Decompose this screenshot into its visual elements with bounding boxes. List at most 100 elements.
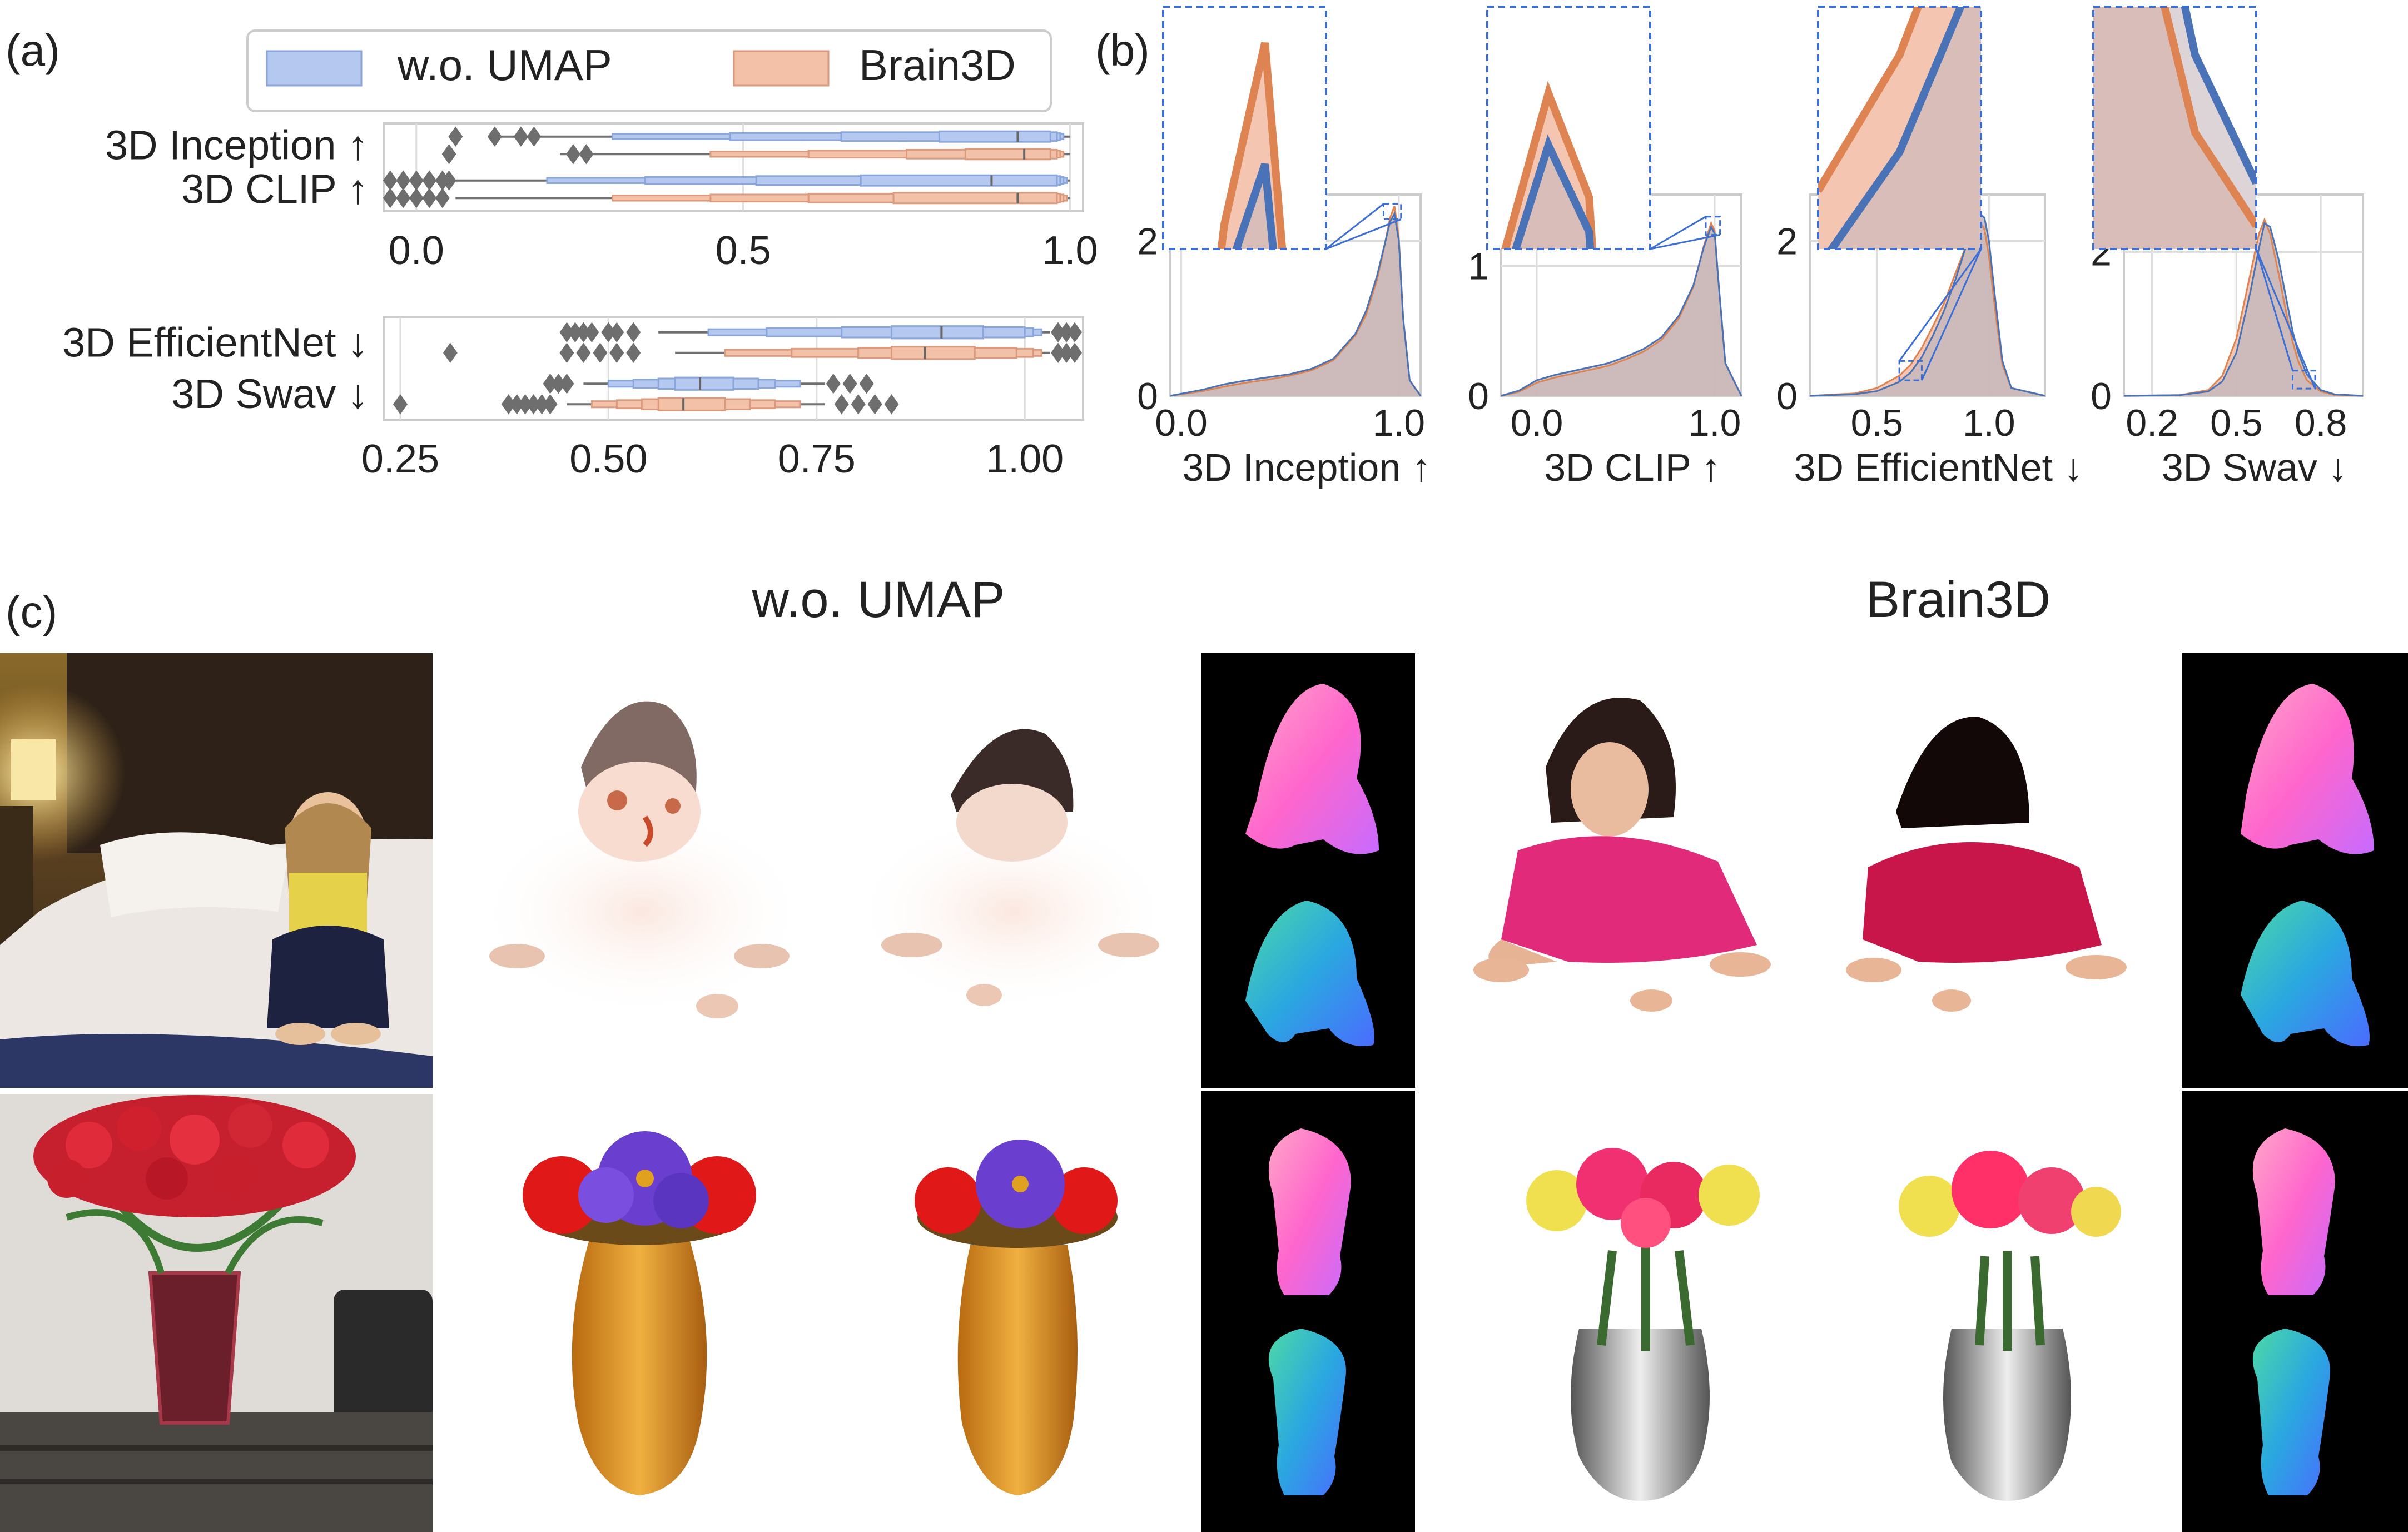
outlier-point	[884, 394, 899, 415]
panel-label-a: (a)	[6, 26, 60, 75]
outlier-point	[851, 394, 866, 415]
x-tick-label: 0.5	[716, 228, 771, 273]
density-line-umap	[1809, 212, 2045, 397]
legend-swatch-brain3d	[733, 50, 830, 87]
outlier-point	[409, 170, 424, 191]
zoom-connector	[1650, 233, 1720, 250]
zoom-connector	[1898, 248, 1982, 362]
outlier-point	[1051, 342, 1066, 363]
x-tick-label: 0.5	[1851, 402, 1904, 444]
y-tick-label: 1	[1468, 245, 1489, 287]
zoom-line-umap	[1511, 134, 1595, 249]
outlier-point	[842, 374, 857, 394]
normal-map-umap-girl	[1201, 653, 1415, 1088]
legend: w.o. UMAP Brain3D	[246, 29, 1052, 112]
zoom-inset-frame	[1162, 6, 1327, 250]
outlier-point	[422, 188, 437, 208]
outlier-point	[501, 394, 516, 415]
outlier-point	[579, 144, 594, 165]
density-area-umap	[1501, 227, 1741, 396]
x-tick-label: 0.50	[569, 437, 647, 481]
outlier-point	[565, 144, 580, 165]
zoom-area-umap	[2093, 7, 2256, 249]
outlier-point	[383, 170, 398, 191]
x-tick-label: 1.0	[1963, 402, 2015, 444]
outlier-point	[834, 394, 849, 415]
gallery-title-brain3d: Brain3D	[1866, 571, 2050, 628]
density-area-umap	[2124, 223, 2363, 396]
box-segment	[938, 130, 1051, 143]
outlier-point	[448, 126, 463, 147]
reconstruction-umap-vase-view1	[523, 1131, 756, 1495]
zoom-line-brain3d	[1818, 7, 1923, 193]
outlier-point	[534, 394, 549, 415]
x-tick-label: 0.2	[2126, 402, 2178, 444]
box-segment	[891, 346, 976, 360]
reconstruction-umap-vase-view2	[915, 1140, 1118, 1495]
outlier-point	[601, 322, 616, 342]
y-tick-label: 2	[1776, 221, 1798, 263]
legend-swatch-umap	[266, 50, 363, 87]
outlier-point	[1068, 322, 1083, 342]
zoom-source-box	[1898, 360, 1923, 381]
zoom-connector	[2255, 248, 2316, 389]
outlier-point	[543, 394, 558, 415]
box-segment	[964, 148, 1051, 161]
zoom-connector	[1325, 218, 1402, 250]
metric-label: 3D EfficientNet ↓	[62, 319, 368, 365]
x-tick-label: 0.5	[2210, 402, 2263, 444]
y-tick-label: 0	[1468, 375, 1489, 417]
x-axis-label: 3D CLIP ↑	[1544, 446, 1721, 489]
zoom-line-umap	[1232, 163, 1277, 249]
zoom-source-box	[1705, 216, 1721, 236]
density-plot-inception: 0.0 1.0 0 2 3D Inception ↑	[1137, 6, 1431, 489]
zoom-area-umap	[1516, 145, 1591, 249]
gallery-title-umap: w.o. UMAP	[751, 571, 1005, 628]
legend-frame	[246, 29, 1052, 112]
density-line-umap	[1501, 225, 1742, 397]
zoom-line-brain3d	[2160, 7, 2256, 228]
outlier-point	[1059, 342, 1074, 363]
stimulus-image-roses	[0, 1094, 433, 1532]
stimulus-image-girl	[0, 653, 433, 1088]
box-segment	[657, 397, 726, 411]
outlier-point	[609, 322, 624, 342]
x-axis-label: 3D Inception ↑	[1182, 446, 1431, 489]
panel-label-c: (c)	[6, 587, 57, 636]
boxen-plot-lower: 0.25 0.50 0.75 1.00 3D EfficientNet ↓ 3D Swav…	[62, 316, 1084, 481]
normal-map-umap-vase	[1201, 1091, 1415, 1532]
x-tick-label: 1.0	[1373, 402, 1426, 444]
zoom-inset-content	[1818, 7, 1981, 249]
y-tick-label: 2	[1137, 221, 1158, 263]
y-tick-label: 0	[2091, 375, 2112, 417]
zoom-connector	[2255, 248, 2293, 371]
zoom-area-umap	[1831, 7, 1981, 249]
outlier-point	[568, 322, 583, 342]
y-tick-label: 0	[1137, 375, 1158, 417]
outlier-point	[626, 342, 641, 363]
x-tick-label: 0.8	[2295, 402, 2347, 444]
outlier-point	[396, 170, 411, 191]
outlier-point	[383, 188, 398, 208]
outlier-point	[487, 126, 502, 147]
outlier-point	[518, 394, 533, 415]
density-line-brain3d	[2123, 217, 2364, 397]
density-plot-clip: 0.0 1.0 0 1 3D CLIP ↑	[1468, 6, 1742, 489]
zoom-inset-frame	[1817, 6, 1982, 250]
outlier-point	[513, 126, 528, 147]
metric-label: 3D Inception ↑	[105, 122, 368, 168]
box-segment	[860, 174, 1058, 187]
normal-map-brain3d-girl	[2182, 653, 2408, 1088]
outlier-point	[1068, 342, 1083, 363]
outlier-point	[826, 374, 841, 394]
reconstruction-umap-girl-view2	[851, 729, 1173, 1012]
reconstruction-brain3d-vase-view1	[1526, 1148, 1760, 1501]
box-segment	[674, 376, 734, 391]
boxen-plot-upper: 0.0 0.5 1.0 3D Inception ↑3D CLIP ↑	[105, 122, 1098, 273]
outlier-point	[626, 322, 641, 342]
outlier-point	[543, 374, 558, 394]
zoom-inset-frame	[2092, 6, 2257, 250]
outlier-point	[593, 342, 608, 363]
